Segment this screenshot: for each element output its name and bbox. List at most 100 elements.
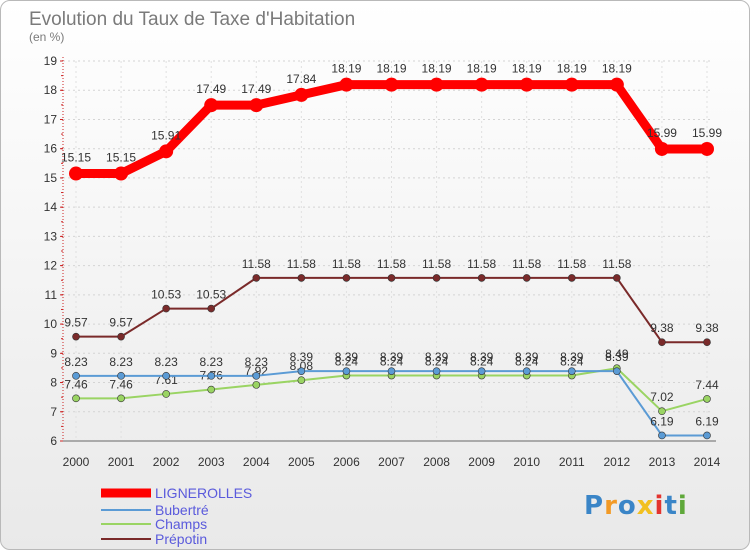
x-tick-label: 2002 xyxy=(153,455,180,469)
data-point xyxy=(252,381,261,389)
data-label: 11.58 xyxy=(332,257,361,271)
data-label: 11.58 xyxy=(242,257,271,271)
series-champs: 7.467.467.617.767.928.088.248.248.248.24… xyxy=(64,347,719,415)
data-point xyxy=(117,372,125,380)
data-point xyxy=(703,431,711,440)
data-point xyxy=(387,367,396,375)
data-label: 8.23 xyxy=(154,355,178,369)
data-label: 8.39 xyxy=(425,350,449,364)
y-unit-label: (en %) xyxy=(29,30,64,44)
data-point xyxy=(342,367,351,375)
data-point xyxy=(477,274,486,282)
data-label: 11.58 xyxy=(602,257,631,271)
data-point xyxy=(297,376,306,385)
y-tick-label: 10 xyxy=(44,317,58,331)
data-point xyxy=(207,385,216,394)
data-point xyxy=(609,77,624,92)
data-point xyxy=(72,394,80,403)
data-label: 18.19 xyxy=(467,62,497,76)
data-label: 11.58 xyxy=(287,257,316,271)
data-label: 9.57 xyxy=(64,316,88,330)
data-point xyxy=(429,77,444,92)
y-tick-label: 13 xyxy=(44,229,58,243)
data-label: 8.08 xyxy=(290,359,314,373)
x-tick-label: 2005 xyxy=(288,455,315,469)
data-label: 8.24 xyxy=(560,355,584,369)
data-label: 18.19 xyxy=(422,62,452,76)
legend-label: Champs xyxy=(155,516,207,532)
logo-letter: t xyxy=(664,491,678,521)
data-point xyxy=(162,390,170,398)
data-label: 8.39 xyxy=(605,350,629,364)
x-tick-label: 2004 xyxy=(243,455,270,469)
data-point xyxy=(69,166,83,181)
y-tick-label: 16 xyxy=(44,142,58,156)
series-prépotin: 9.57 9.57 10.53 10.53 11.58 11.58 11.58 11.58 11… xyxy=(64,257,719,347)
data-label: 9.38 xyxy=(695,321,719,335)
data-label: 11.58 xyxy=(512,257,541,271)
data-point xyxy=(567,274,576,282)
data-point xyxy=(384,77,399,92)
data-point xyxy=(339,77,354,92)
data-point xyxy=(252,372,261,380)
data-point xyxy=(117,332,125,341)
data-point xyxy=(252,274,261,282)
data-point xyxy=(159,144,174,159)
proxiti-logo: Proxiti xyxy=(584,491,688,521)
data-label: 15.99 xyxy=(692,126,722,140)
data-label: 8.39 xyxy=(380,350,404,364)
legend-label: Prépotin xyxy=(155,531,207,547)
data-point xyxy=(297,367,306,375)
data-point xyxy=(432,274,441,282)
data-point xyxy=(703,338,711,347)
data-point xyxy=(162,304,170,313)
data-point xyxy=(654,141,669,156)
data-label: 11.58 xyxy=(422,257,451,271)
data-label: 6.19 xyxy=(650,414,674,428)
x-tick-label: 2011 xyxy=(559,455,585,469)
data-label: 8.23 xyxy=(64,355,88,369)
data-point xyxy=(204,98,219,113)
series-layer: 9.57 9.57 10.53 10.53 11.58 11.58 11.58 11.58 11… xyxy=(61,62,722,440)
data-label: 8.23 xyxy=(200,355,224,369)
y-tick-label: 15 xyxy=(44,171,58,185)
data-point xyxy=(114,166,129,181)
data-point xyxy=(162,372,170,380)
logo-letter: P xyxy=(584,491,605,521)
data-label: 18.19 xyxy=(557,62,587,76)
logo-letter: r xyxy=(604,491,618,521)
data-point xyxy=(522,274,531,282)
data-label: 6.19 xyxy=(695,414,719,428)
x-tick-label: 2008 xyxy=(423,455,450,469)
y-tick-label: 18 xyxy=(44,83,58,97)
data-label: 8.49 xyxy=(605,347,629,361)
logo-letter: i xyxy=(654,491,665,521)
data-point xyxy=(72,332,80,341)
data-label: 11.58 xyxy=(557,257,586,271)
data-label: 7.02 xyxy=(650,390,674,404)
data-label: 17.49 xyxy=(196,82,226,96)
series-bubertré: 8.23 8.23 8.23 8.23 8.23 8.39 8.39 8.39 8.39 8.39… xyxy=(64,350,719,440)
data-label: 15.15 xyxy=(106,151,136,165)
x-tick-label: 2012 xyxy=(604,455,631,469)
legend-label: LIGNEROLLES xyxy=(155,485,252,501)
data-label: 15.15 xyxy=(61,151,91,165)
data-point xyxy=(703,395,711,403)
data-point xyxy=(700,141,714,156)
y-tick-label: 19 xyxy=(44,54,58,68)
x-tick-label: 2006 xyxy=(333,455,360,469)
data-point xyxy=(387,274,396,282)
data-point xyxy=(117,394,125,403)
data-label: 17.49 xyxy=(241,82,271,96)
data-point xyxy=(613,367,621,375)
data-label: 10.53 xyxy=(196,288,226,302)
y-tick-label: 17 xyxy=(44,112,58,126)
data-point xyxy=(519,77,534,92)
data-label: 7.44 xyxy=(695,378,719,392)
x-tick-label: 2003 xyxy=(198,455,225,469)
series-lignerolles: 15.15 15.15 15.91 17.49 17.49 17.84 18.19 18.19… xyxy=(61,62,722,181)
y-tick-label: 7 xyxy=(50,405,57,419)
data-label: 8.24 xyxy=(470,355,494,369)
data-point xyxy=(294,87,309,102)
